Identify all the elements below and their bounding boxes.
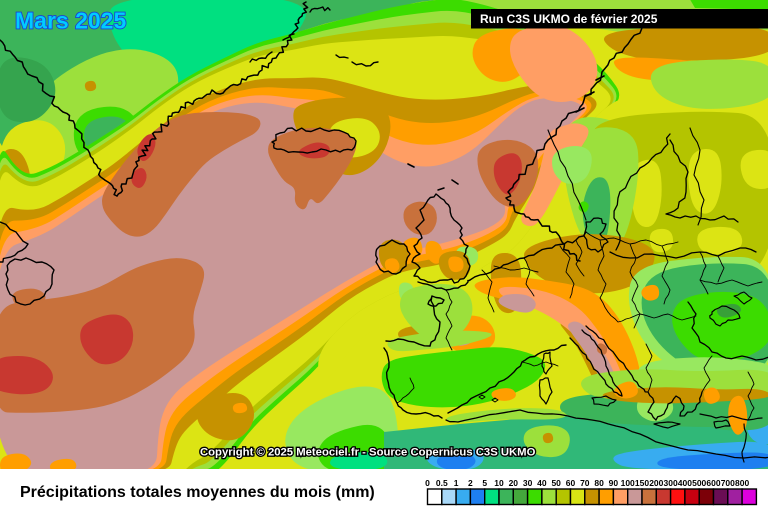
svg-text:30: 30 [523, 478, 533, 488]
svg-text:70: 70 [580, 478, 590, 488]
svg-text:300: 300 [664, 478, 678, 488]
svg-text:5: 5 [482, 478, 487, 488]
svg-text:10: 10 [494, 478, 504, 488]
svg-text:Précipitations totales moyenne: Précipitations totales moyennes du mois … [20, 484, 375, 501]
svg-text:100: 100 [621, 478, 635, 488]
svg-text:Copyright © 2025 Meteociel.fr: Copyright © 2025 Meteociel.fr - Source C… [200, 447, 536, 459]
svg-text:200: 200 [649, 478, 663, 488]
svg-text:1: 1 [454, 478, 459, 488]
svg-text:80: 80 [594, 478, 604, 488]
svg-text:400: 400 [678, 478, 692, 488]
svg-text:600: 600 [706, 478, 720, 488]
svg-text:50: 50 [551, 478, 561, 488]
svg-text:2: 2 [468, 478, 473, 488]
svg-text:0: 0 [425, 478, 430, 488]
svg-text:60: 60 [566, 478, 576, 488]
svg-text:700: 700 [721, 478, 735, 488]
svg-text:40: 40 [537, 478, 547, 488]
svg-text:20: 20 [509, 478, 519, 488]
svg-text:Run C3S UKMO de février 2025: Run C3S UKMO de février 2025 [480, 12, 658, 26]
svg-text:90: 90 [609, 478, 619, 488]
svg-text:0.5: 0.5 [436, 478, 448, 488]
svg-text:800: 800 [735, 478, 749, 488]
svg-text:500: 500 [692, 478, 706, 488]
svg-text:150: 150 [635, 478, 649, 488]
svg-text:Mars 2025: Mars 2025 [15, 8, 126, 34]
